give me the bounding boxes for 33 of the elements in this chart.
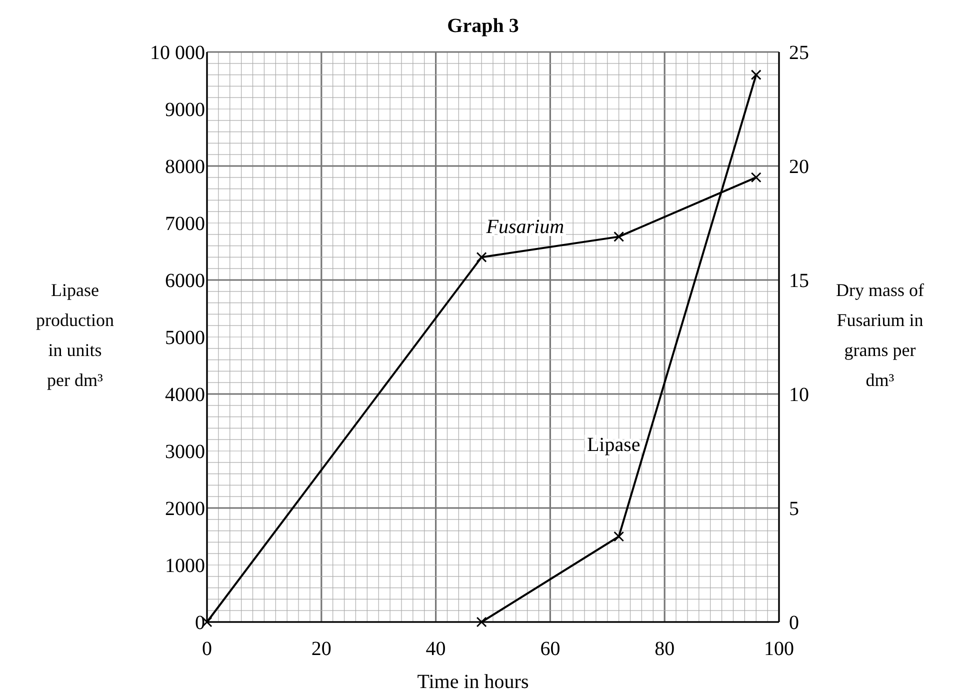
- y-tick-label: 9000: [165, 99, 205, 121]
- x-tick-label: 20: [311, 638, 332, 660]
- series-label: Fusarium: [485, 216, 564, 238]
- point: [476, 252, 487, 262]
- y-tick-label: 7000: [165, 213, 205, 235]
- x-tick-label: 100: [764, 638, 794, 660]
- y-axis-title: Lipase production in units per dm³: [36, 280, 114, 390]
- point: [750, 70, 762, 80]
- y2-tick-label: 5: [789, 498, 799, 520]
- y-tick-label: 1000: [165, 555, 205, 577]
- point: [614, 531, 624, 542]
- y2-tick-label: 10: [789, 384, 809, 406]
- y-tick-label: 8000: [165, 156, 205, 178]
- y2-tick-label: 0: [789, 612, 799, 634]
- y-tick-label: 6000: [165, 270, 205, 292]
- y2-tick-label: 25: [789, 42, 809, 64]
- x-tick-label: 40: [426, 638, 446, 660]
- x-axis-title: Time in hours: [417, 671, 529, 693]
- y2-tick-label: 15: [789, 270, 809, 292]
- x-tick-label: 80: [654, 638, 675, 660]
- y2-tick-label: 20: [789, 156, 809, 178]
- point: [614, 231, 624, 242]
- y-tick-label: 2000: [165, 498, 205, 520]
- y-tick-label: 10 000: [150, 42, 205, 64]
- y-tick-label: 3000: [165, 441, 205, 463]
- y2-axis-title: Dry mass of Fusarium in grams per dm³: [836, 280, 924, 390]
- x-tick-label: 60: [540, 638, 560, 660]
- chart-title: Graph 3: [447, 15, 519, 37]
- point: [750, 172, 762, 183]
- y-tick-label: 4000: [165, 384, 205, 406]
- y-tick-label: 5000: [165, 327, 205, 349]
- series-label: Lipase: [586, 434, 640, 456]
- point: [476, 616, 487, 628]
